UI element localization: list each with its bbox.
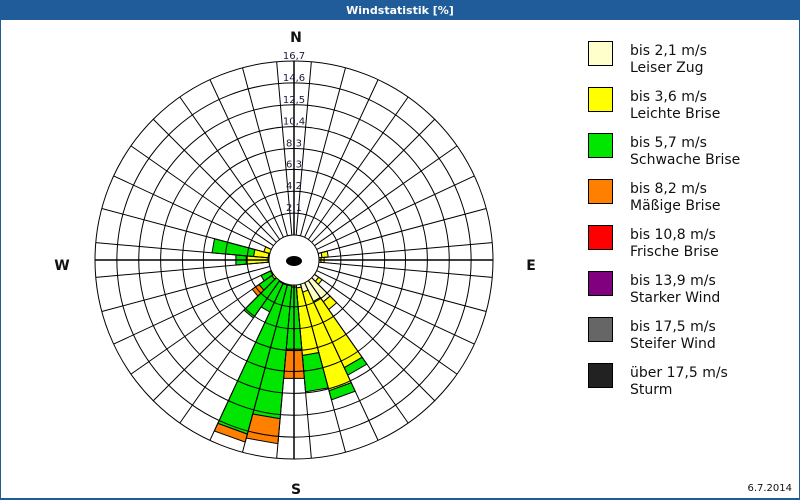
- grid-spoke: [295, 61, 312, 236]
- ring-label: 2,1: [286, 203, 302, 214]
- legend-swatch: [588, 179, 613, 204]
- grid-spoke: [295, 284, 312, 459]
- polar-grid: [94, 60, 494, 460]
- date-stamp: 6.7.2014: [747, 483, 792, 494]
- legend-label: über 17,5 m/s Sturm: [630, 365, 728, 398]
- compass-north: N: [290, 30, 302, 46]
- ring-label: 14,6: [283, 73, 305, 84]
- grid-spoke: [242, 67, 289, 236]
- grid-spoke: [318, 242, 493, 259]
- grid-spoke: [311, 277, 436, 402]
- legend-label: bis 8,2 m/s Mäßige Brise: [630, 181, 721, 214]
- grid-spoke: [299, 284, 346, 453]
- grid-spoke: [179, 280, 281, 424]
- grid-spoke: [113, 175, 272, 250]
- legend-swatch: [588, 317, 613, 342]
- legend-swatch: [588, 363, 613, 388]
- grid-spoke: [318, 261, 493, 278]
- grid-spoke: [299, 67, 346, 236]
- ring-label: 6,3: [286, 159, 302, 170]
- grid-spoke: [95, 261, 270, 278]
- grid-spoke: [209, 282, 284, 441]
- center-mark: [286, 256, 302, 266]
- ring-label: 12,5: [283, 95, 305, 106]
- grid-spoke: [152, 118, 277, 243]
- window-title: Windstatistik [%]: [0, 0, 800, 20]
- grid-spoke: [242, 284, 289, 453]
- compass-south: S: [291, 482, 301, 498]
- grid-spoke: [316, 270, 475, 345]
- grid-spoke: [318, 208, 487, 255]
- grid-spoke: [130, 273, 274, 375]
- grid-spoke: [130, 145, 274, 247]
- grid-spoke: [101, 208, 270, 255]
- grid-spoke: [209, 79, 284, 238]
- legend-swatch: [588, 225, 613, 250]
- legend-swatch: [588, 87, 613, 112]
- legend-label: bis 5,7 m/s Schwache Brise: [630, 135, 741, 168]
- grid-spoke: [95, 242, 270, 259]
- grid-spoke: [304, 282, 379, 441]
- grid-spoke: [276, 61, 293, 236]
- grid-spoke: [307, 96, 409, 240]
- grid-spoke: [311, 118, 436, 243]
- grid-spoke: [314, 273, 458, 375]
- legend-label: bis 13,9 m/s Starker Wind: [630, 273, 721, 306]
- grid-spoke: [101, 265, 270, 312]
- legend-label: bis 10,8 m/s Frische Brise: [630, 227, 719, 260]
- legend-swatch: [588, 271, 613, 296]
- grid-spoke: [318, 265, 487, 312]
- legend-label: bis 2,1 m/s Leiser Zug: [630, 43, 707, 76]
- ring-label: 10,4: [283, 117, 305, 128]
- grid-spoke: [316, 175, 475, 250]
- grid-spoke: [113, 270, 272, 345]
- compass-west: W: [54, 258, 69, 274]
- grid-spoke: [314, 145, 458, 247]
- grid-spoke: [307, 280, 409, 424]
- grid-spoke: [152, 277, 277, 402]
- ring-labels: 2,1 4,2 6,3 8,3 10,4 12,5 14,6 16,7: [283, 51, 305, 214]
- ring-label: 4,2: [286, 181, 302, 192]
- legend-label: bis 3,6 m/s Leichte Brise: [630, 89, 721, 122]
- legend-label: bis 17,5 m/s Steifer Wind: [630, 319, 716, 352]
- center-hub: [286, 256, 302, 266]
- ring-label: 16,7: [283, 51, 305, 62]
- ring-label: 8,3: [286, 139, 302, 150]
- grid-spoke: [276, 284, 293, 459]
- legend-swatch: [588, 133, 613, 158]
- compass-east: E: [526, 258, 536, 274]
- legend-swatch: [588, 41, 613, 66]
- grid-spoke: [179, 96, 281, 240]
- grid-spoke: [304, 79, 379, 238]
